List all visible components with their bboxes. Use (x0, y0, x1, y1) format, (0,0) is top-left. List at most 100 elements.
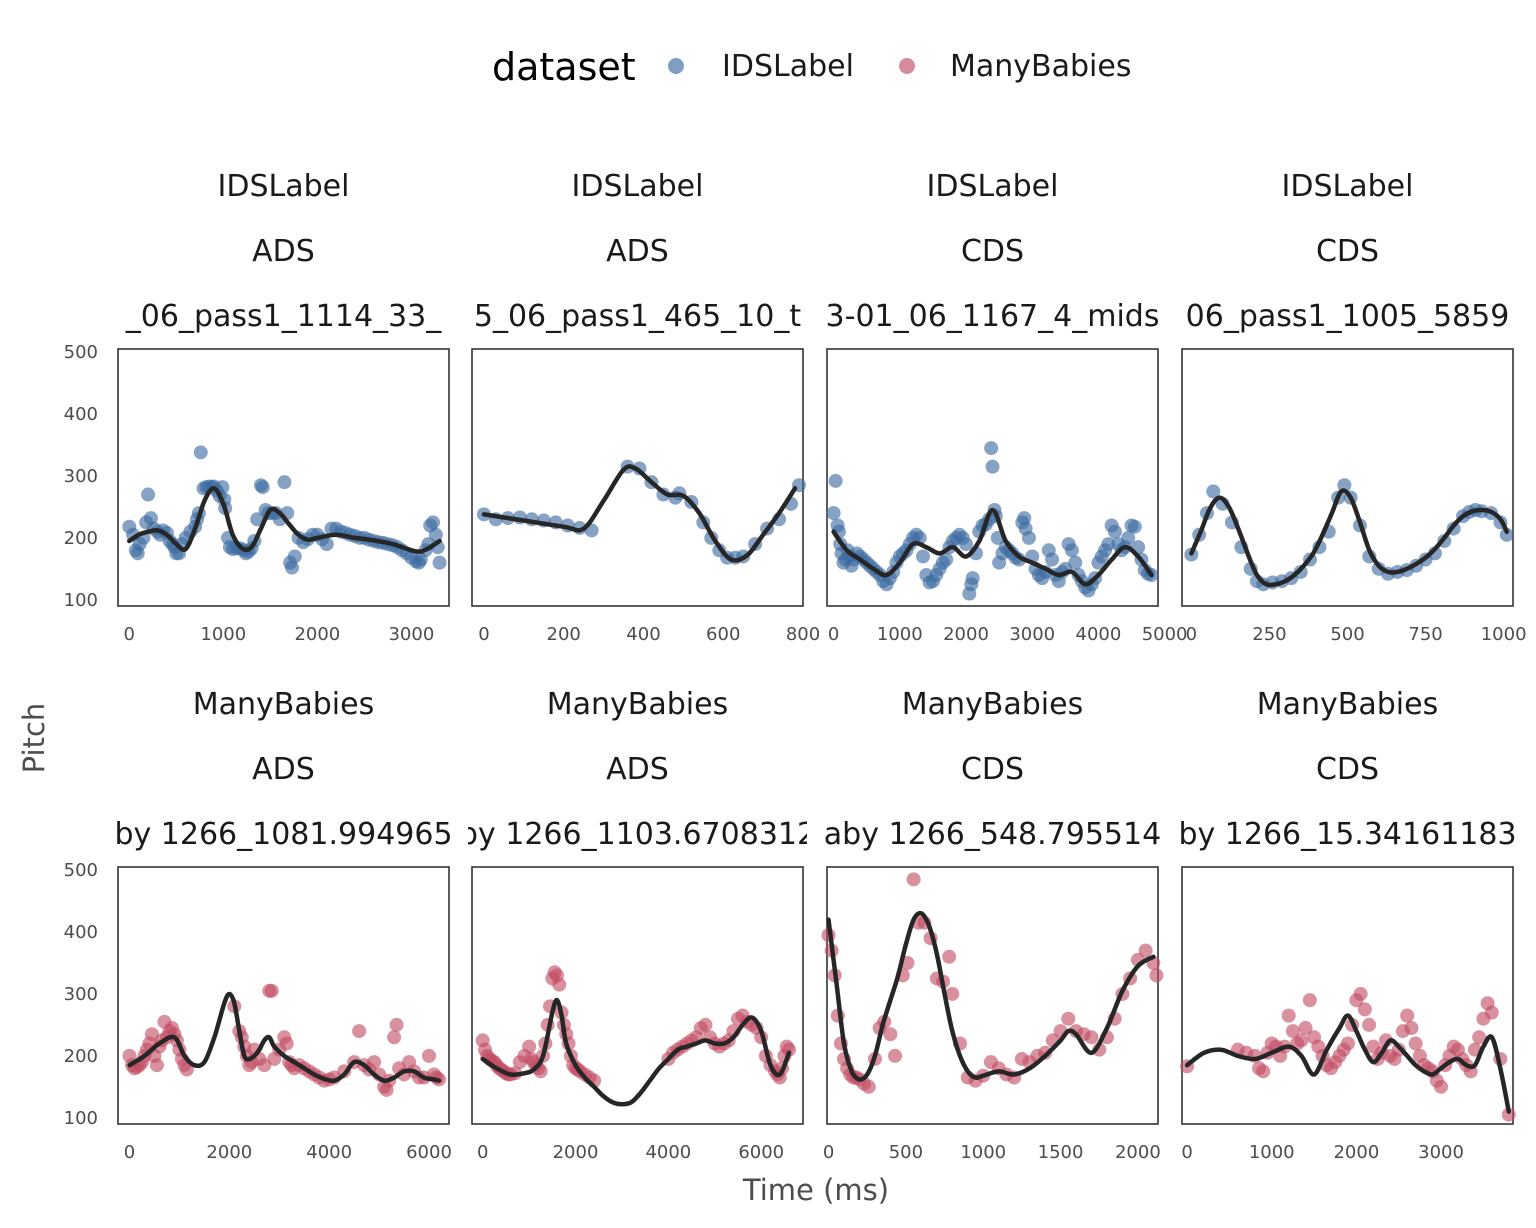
data-point (522, 1039, 537, 1054)
data-point (1302, 993, 1317, 1008)
x-tick-label: 5000 (1142, 624, 1188, 645)
x-tick-label: 0 (1181, 1142, 1192, 1163)
x-tick-label: 3000 (388, 624, 434, 645)
data-point (352, 1024, 367, 1039)
fit-line (480, 997, 792, 1107)
strip-label: aby 1266_548.795514 (824, 817, 1161, 852)
x-tick-label: 4000 (1076, 624, 1122, 645)
facet-panel-5: ManyBabies ADS by 1266_1081.994965 100 200 30… (64, 687, 453, 1163)
data-point (965, 571, 980, 586)
data-point (1484, 1005, 1499, 1020)
y-axis-title: Pitch (17, 703, 51, 774)
x-tick-label: 500 (889, 1142, 923, 1163)
strip-label: ManyBabies (1257, 687, 1438, 722)
strip-label: 3-01_06_1167_4_mids (826, 299, 1160, 334)
data-point (1064, 543, 1079, 558)
data-point (1121, 530, 1136, 545)
data-point (257, 1058, 272, 1073)
data-point (828, 473, 843, 488)
data-point (1084, 1030, 1099, 1045)
data-point (959, 537, 974, 552)
data-point (698, 1017, 713, 1032)
data-point (389, 1017, 404, 1032)
data-point (552, 977, 567, 992)
data-point (1294, 1033, 1309, 1048)
legend-label-idslabel: IDSLabel (722, 49, 854, 84)
x-tick-label: 0 (828, 624, 839, 645)
strip-label: ADS (606, 234, 669, 269)
x-tick-label: 1500 (1038, 1142, 1084, 1163)
y-tick-label: 400 (64, 922, 98, 943)
y-tick-label: 200 (64, 528, 98, 549)
data-point (1472, 1030, 1487, 1045)
data-point (1045, 552, 1060, 567)
data-point (782, 1042, 797, 1057)
data-point (432, 555, 447, 570)
x-tick-label: 400 (626, 624, 660, 645)
x-tick-label: 0 (1186, 624, 1197, 645)
x-tick-label: 0 (124, 1142, 135, 1163)
x-tick-label: 0 (477, 1142, 488, 1163)
data-point (284, 560, 299, 575)
data-point (883, 1027, 898, 1042)
x-tick-label: 2000 (553, 1142, 599, 1163)
strip-label: CDS (961, 234, 1024, 269)
fit-line (127, 486, 442, 554)
panel-border (826, 348, 1159, 607)
data-point (1400, 1008, 1415, 1023)
strip-label: _06_pass1_1114_33_ (125, 299, 442, 334)
strip-label: ADS (606, 752, 669, 787)
x-tick-label: 1000 (200, 624, 246, 645)
data-point (1434, 1079, 1449, 1094)
data-point (319, 537, 334, 552)
x-tick-label: 0 (124, 624, 135, 645)
panel-border (1181, 348, 1514, 607)
facet-panel-1: IDSLabel ADS _06_pass1_1114_33_ 100 200 300 40… (64, 169, 450, 645)
data-point (287, 549, 302, 564)
y-tick-label: 100 (64, 1108, 98, 1129)
x-tick-label: 800 (786, 624, 820, 645)
data-point (179, 1062, 194, 1077)
data-point (939, 552, 954, 567)
fit-line (481, 464, 798, 563)
x-tick-label: 1000 (1249, 1142, 1295, 1163)
facet-panel-3: IDSLabel CDS 3-01_06_1167_4_mids 0 1000 2000 3… (826, 169, 1188, 645)
fit-line (127, 991, 442, 1084)
x-tick-label: 750 (1408, 624, 1442, 645)
strip-label: IDSLabel (572, 169, 704, 204)
facet-panel-4: IDSLabel CDS 06_pass1_1005_5859 0 250 500 750 1… (1181, 169, 1527, 645)
data-point (264, 983, 279, 998)
data-point (1281, 1008, 1296, 1023)
strip-label: ADS (252, 234, 315, 269)
strip-label: ManyBabies (902, 687, 1083, 722)
data-point (984, 441, 999, 456)
data-point (1353, 986, 1368, 1001)
x-tick-label: 1000 (877, 624, 923, 645)
data-point (1337, 478, 1352, 493)
data-point (422, 1048, 437, 1063)
data-point (861, 1079, 876, 1094)
fit-line (1184, 1013, 1512, 1114)
data-point (1149, 968, 1164, 983)
x-tick-label: 0 (478, 624, 489, 645)
x-tick-label: 2000 (1333, 1142, 1379, 1163)
data-point (1101, 537, 1116, 552)
data-point (277, 475, 292, 490)
strip-label: CDS (1316, 234, 1379, 269)
x-axis-title: Time (ms) (742, 1173, 889, 1207)
data-point (826, 506, 841, 521)
facet-panel-6: ManyBabies ADS by 1266_1103.6708312 0 2000 40… (468, 687, 807, 1163)
data-point (945, 986, 960, 1001)
strip-label: ManyBabies (547, 687, 728, 722)
data-point (255, 480, 270, 495)
data-point (942, 949, 957, 964)
data-point (1206, 484, 1221, 499)
y-tick-label: 300 (64, 466, 98, 487)
data-point (193, 445, 208, 460)
x-tick-label: 4000 (645, 1142, 691, 1163)
y-tick-label: 300 (64, 984, 98, 1005)
facet-panel-7: ManyBabies CDS aby 1266_548.795514 0 500 1000… (821, 687, 1164, 1163)
data-point (915, 549, 930, 564)
